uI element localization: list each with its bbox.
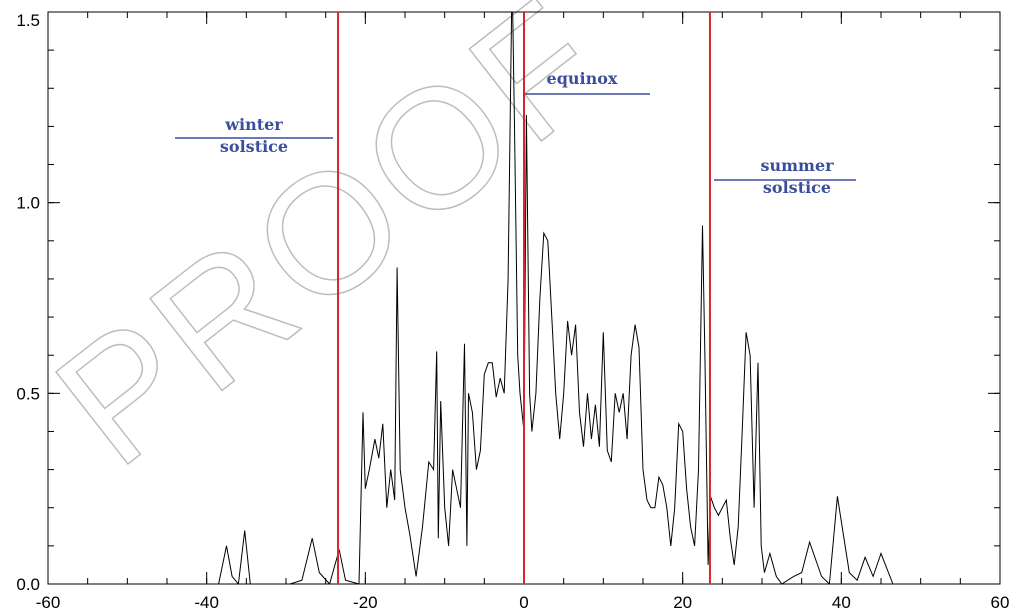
annotation-text: equinox	[547, 69, 618, 88]
x-tick-label: 20	[673, 593, 692, 611]
x-tick-label: -40	[194, 593, 219, 611]
annotation-text: solstice	[763, 178, 831, 197]
x-tick-label: -20	[353, 593, 378, 611]
data-line	[198, 12, 894, 584]
x-tick-label: 40	[832, 593, 851, 611]
y-tick-label: 0.0	[16, 575, 40, 594]
y-tick-label: 1.0	[16, 194, 40, 213]
y-tick-label: 0.5	[16, 384, 40, 403]
annotation-text: summer	[760, 156, 834, 175]
x-tick-label: 60	[991, 593, 1010, 611]
x-tick-label: 0	[519, 593, 528, 611]
annotation-text: solstice	[220, 137, 288, 156]
x-tick-label: -60	[36, 593, 61, 611]
y-tick-label: 1.5	[16, 11, 40, 30]
annotation-text: winter	[224, 115, 283, 134]
